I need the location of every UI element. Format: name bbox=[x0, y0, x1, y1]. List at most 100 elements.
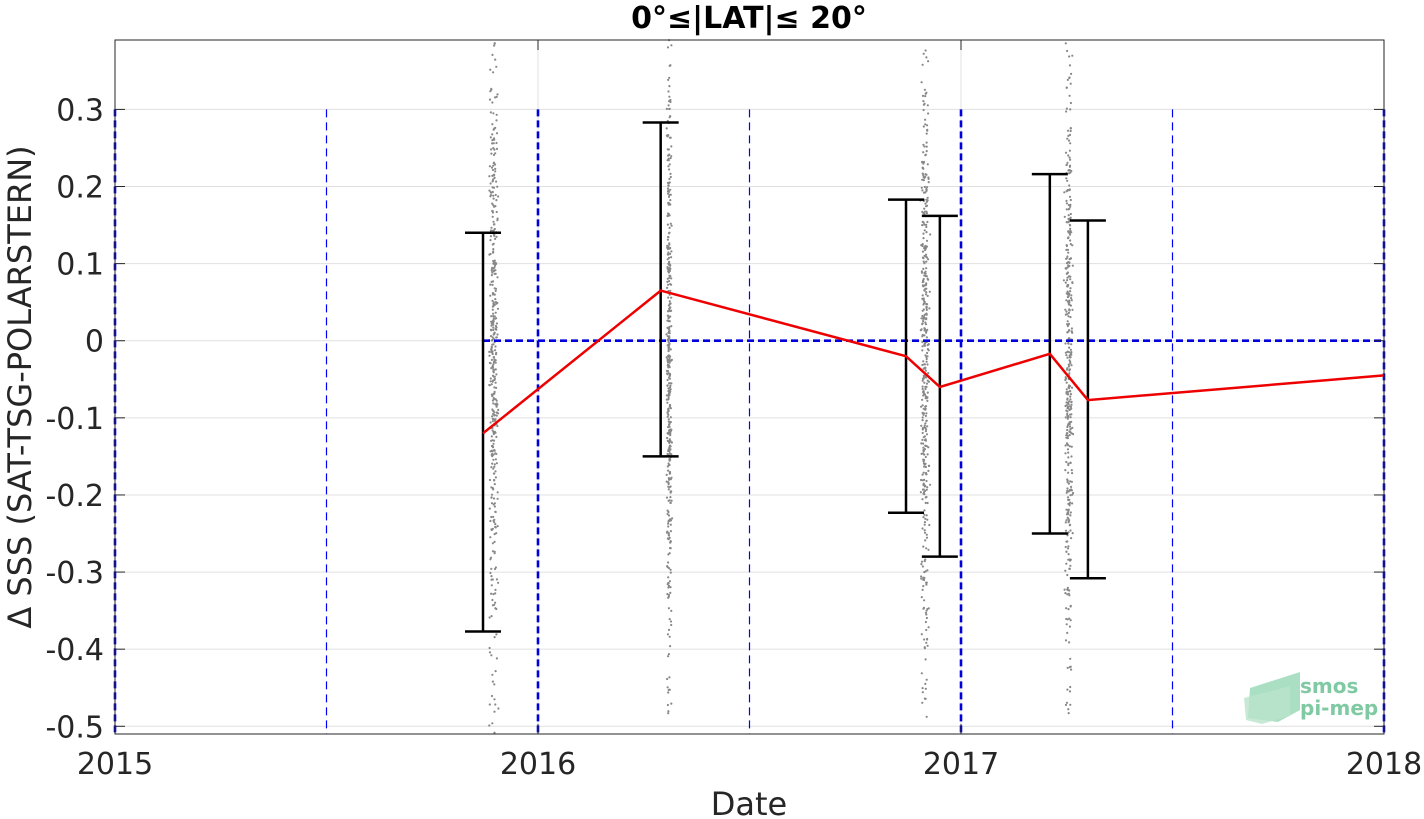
scatter-point-2-135 bbox=[923, 576, 926, 580]
scatter-point-0-306 bbox=[492, 412, 495, 416]
scatter-point-2-368 bbox=[924, 354, 927, 357]
scatter-point-2-125 bbox=[920, 577, 923, 580]
scatter-point-3-383 bbox=[1068, 445, 1071, 448]
scatter-point-2-400 bbox=[926, 196, 929, 199]
scatter-point-2-344 bbox=[925, 312, 928, 315]
scatter-point-0-38 bbox=[490, 226, 493, 229]
scatter-point-2-30 bbox=[920, 575, 923, 578]
scatter-point-1-309 bbox=[668, 580, 672, 583]
scatter-point-2-231 bbox=[923, 210, 927, 213]
scatter-point-2-332 bbox=[925, 536, 929, 539]
scatter-point-2-47 bbox=[924, 173, 927, 176]
scatter-point-2-95 bbox=[922, 446, 925, 449]
scatter-point-0-18 bbox=[495, 322, 498, 325]
scatter-point-2-247 bbox=[923, 88, 927, 91]
scatter-point-2-250 bbox=[925, 479, 928, 483]
scatter-point-0-300 bbox=[493, 731, 496, 734]
scatter-point-2-45 bbox=[927, 372, 930, 375]
scatter-point-3-248 bbox=[1066, 428, 1069, 432]
scatter-point-2-44 bbox=[922, 237, 925, 240]
scatter-point-3-395 bbox=[1066, 49, 1069, 53]
scatter-point-0-32 bbox=[496, 424, 499, 428]
scatter-point-0-261 bbox=[489, 335, 493, 338]
scatter-point-1-239 bbox=[667, 449, 670, 453]
scatter-point-0-231 bbox=[492, 497, 496, 500]
scatter-point-0-216 bbox=[491, 168, 495, 172]
scatter-point-0-355 bbox=[488, 703, 491, 706]
scatter-point-2-241 bbox=[922, 174, 925, 177]
scatter-point-3-366 bbox=[1066, 401, 1069, 404]
scatter-points bbox=[488, 39, 1075, 734]
scatter-point-3-314 bbox=[1069, 205, 1072, 208]
scatter-point-1-254 bbox=[666, 432, 669, 435]
scatter-point-2-348 bbox=[927, 177, 930, 180]
scatter-point-3-350 bbox=[1068, 356, 1071, 359]
scatter-point-0-392 bbox=[491, 53, 494, 57]
scatter-point-0-70 bbox=[488, 616, 491, 619]
scatter-point-1-374 bbox=[666, 212, 670, 215]
scatter-point-2-122 bbox=[923, 393, 927, 396]
scatter-point-3-193 bbox=[1070, 480, 1073, 483]
scatter-point-1-39 bbox=[668, 85, 671, 88]
scatter-point-1-241 bbox=[669, 496, 672, 499]
scatter-point-1-38 bbox=[668, 76, 671, 79]
scatter-point-2-16 bbox=[921, 473, 924, 476]
scatter-point-3-348 bbox=[1069, 129, 1072, 133]
scatter-point-0-407 bbox=[493, 303, 496, 306]
scatter-point-2-215 bbox=[921, 309, 924, 312]
scatter-point-2-402 bbox=[924, 244, 927, 248]
scatter-point-3-141 bbox=[1069, 431, 1072, 434]
scatter-point-0-236 bbox=[491, 598, 494, 602]
scatter-point-0-163 bbox=[494, 523, 497, 526]
y-tick-label-8: -0.5 bbox=[45, 710, 104, 745]
scatter-point-0-414 bbox=[494, 58, 497, 61]
scatter-point-3-64 bbox=[1064, 342, 1067, 345]
scatter-point-2-52 bbox=[923, 254, 926, 257]
scatter-point-2-261 bbox=[924, 376, 928, 379]
scatter-point-1-295 bbox=[669, 407, 673, 410]
scatter-point-1-46 bbox=[667, 655, 670, 658]
scatter-point-3-39 bbox=[1068, 184, 1071, 187]
scatter-point-3-304 bbox=[1065, 409, 1068, 412]
scatter-point-2-323 bbox=[924, 49, 927, 52]
scatter-point-2-220 bbox=[919, 491, 923, 494]
scatter-point-3-342 bbox=[1066, 237, 1070, 240]
scatter-point-3-331 bbox=[1071, 426, 1074, 429]
scatter-point-1-302 bbox=[668, 276, 671, 279]
scatter-point-3-278 bbox=[1066, 368, 1069, 371]
scatter-point-2-99 bbox=[922, 232, 925, 235]
scatter-point-0-250 bbox=[490, 152, 493, 155]
scatter-point-3-197 bbox=[1066, 323, 1069, 326]
scatter-point-0-241 bbox=[491, 680, 494, 683]
scatter-point-0-365 bbox=[490, 329, 493, 332]
scatter-point-2-376 bbox=[924, 455, 927, 459]
scatter-point-1-367 bbox=[667, 184, 670, 187]
scatter-point-0-293 bbox=[496, 497, 499, 500]
scatter-point-0-222 bbox=[493, 42, 496, 45]
scatter-point-2-373 bbox=[927, 112, 930, 115]
scatter-point-2-57 bbox=[928, 307, 931, 310]
scatter-point-1-90 bbox=[667, 418, 670, 421]
scatter-point-2-309 bbox=[919, 329, 922, 332]
scatter-point-0-270 bbox=[493, 483, 496, 486]
scatter-point-3-240 bbox=[1069, 275, 1072, 278]
scatter-point-1-339 bbox=[669, 547, 672, 550]
scatter-point-2-70 bbox=[924, 321, 927, 324]
scatter-point-3-12 bbox=[1069, 393, 1073, 396]
scatter-point-2-154 bbox=[921, 323, 924, 326]
x-tick-label-3: 2018 bbox=[1346, 747, 1422, 782]
scatter-point-0-327 bbox=[494, 607, 497, 610]
scatter-point-1-176 bbox=[667, 576, 670, 579]
scatter-point-0-80 bbox=[491, 101, 494, 104]
scatter-point-2-359 bbox=[920, 186, 923, 189]
scatter-point-0-129 bbox=[489, 68, 492, 71]
scatter-point-3-91 bbox=[1065, 248, 1068, 251]
scatter-point-1-117 bbox=[670, 499, 673, 502]
scatter-point-3-274 bbox=[1067, 363, 1070, 366]
scatter-point-1-167 bbox=[665, 496, 669, 499]
scatter-point-1-267 bbox=[666, 223, 670, 226]
scatter-point-0-269 bbox=[494, 601, 497, 604]
scatter-point-2-345 bbox=[921, 166, 924, 169]
y-tick-label-3: 0 bbox=[85, 325, 104, 360]
scatter-point-2-218 bbox=[920, 560, 924, 563]
